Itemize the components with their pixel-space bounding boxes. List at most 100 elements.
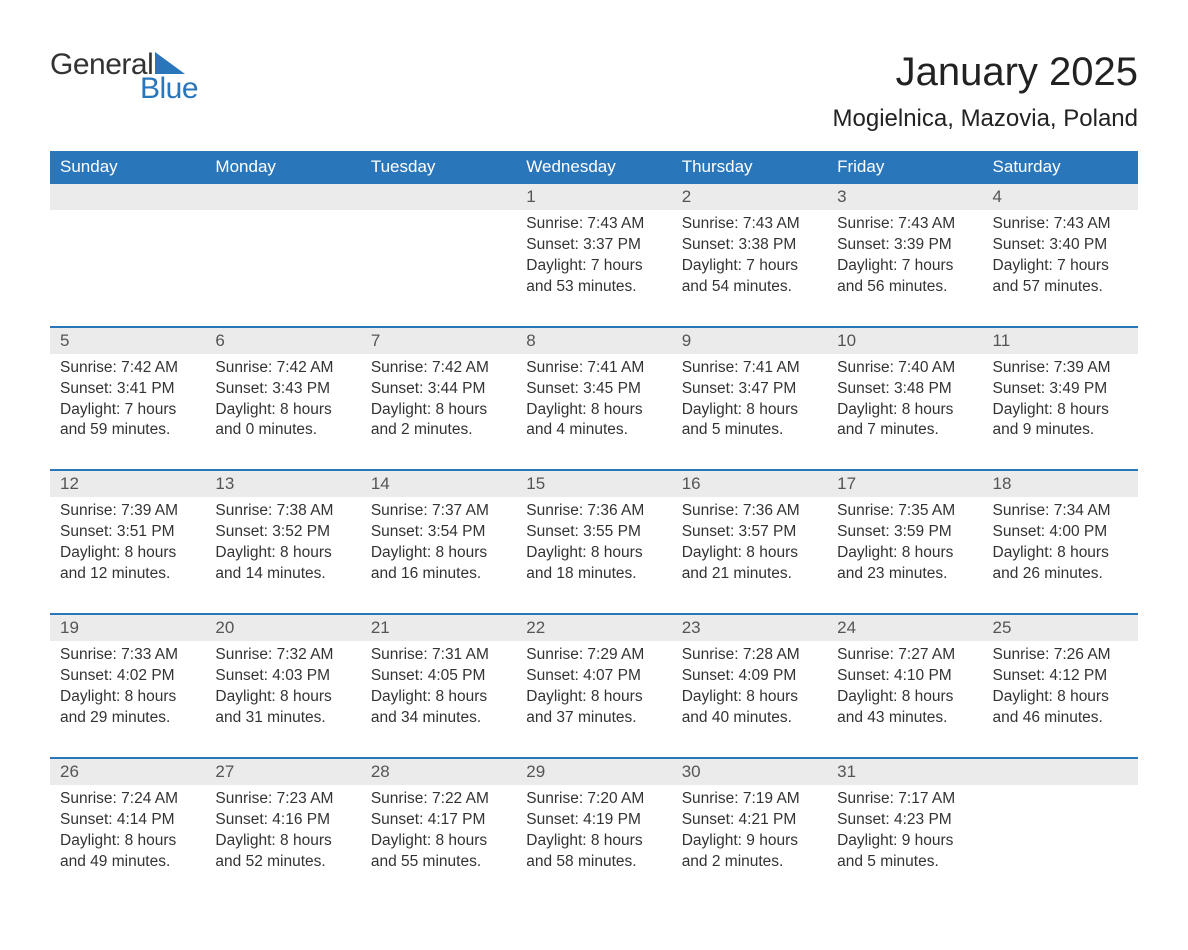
daylight-text-2: and 14 minutes. <box>215 564 350 585</box>
daylight-text-2: and 23 minutes. <box>837 564 972 585</box>
sunrise-text: Sunrise: 7:43 AM <box>682 214 817 235</box>
daylight-text-2: and 52 minutes. <box>215 852 350 873</box>
day-number: 10 <box>827 328 982 354</box>
weekday-header-row: Sunday Monday Tuesday Wednesday Thursday… <box>50 151 1138 184</box>
sunrise-text: Sunrise: 7:20 AM <box>526 789 661 810</box>
sunrise-text: Sunrise: 7:42 AM <box>371 358 506 379</box>
day-cell: Sunrise: 7:31 AMSunset: 4:05 PMDaylight:… <box>361 641 516 757</box>
page-header: General Blue January 2025 Mogielnica, Ma… <box>50 50 1138 133</box>
daylight-text-1: Daylight: 9 hours <box>682 831 817 852</box>
sunset-text: Sunset: 4:03 PM <box>215 666 350 687</box>
daylight-text-2: and 31 minutes. <box>215 708 350 729</box>
daylight-text-2: and 49 minutes. <box>60 852 195 873</box>
daylight-text-1: Daylight: 8 hours <box>60 831 195 852</box>
daylight-text-1: Daylight: 7 hours <box>682 256 817 277</box>
sunrise-text: Sunrise: 7:33 AM <box>60 645 195 666</box>
daylight-text-1: Daylight: 7 hours <box>60 400 195 421</box>
sunrise-text: Sunrise: 7:27 AM <box>837 645 972 666</box>
day-cell: Sunrise: 7:24 AMSunset: 4:14 PMDaylight:… <box>50 785 205 901</box>
day-number: 5 <box>50 328 205 354</box>
sunrise-text: Sunrise: 7:36 AM <box>682 501 817 522</box>
weekday-header: Tuesday <box>361 151 516 184</box>
sunrise-text: Sunrise: 7:34 AM <box>993 501 1128 522</box>
day-body-row: Sunrise: 7:24 AMSunset: 4:14 PMDaylight:… <box>50 785 1138 901</box>
day-number-row: 567891011 <box>50 328 1138 354</box>
day-number: 14 <box>361 471 516 497</box>
day-number: 6 <box>205 328 360 354</box>
day-number: 2 <box>672 184 827 210</box>
sunset-text: Sunset: 3:45 PM <box>526 379 661 400</box>
daylight-text-2: and 37 minutes. <box>526 708 661 729</box>
sunrise-text: Sunrise: 7:31 AM <box>371 645 506 666</box>
sunset-text: Sunset: 3:41 PM <box>60 379 195 400</box>
daylight-text-1: Daylight: 8 hours <box>526 400 661 421</box>
daylight-text-2: and 4 minutes. <box>526 420 661 441</box>
day-body-row: Sunrise: 7:43 AMSunset: 3:37 PMDaylight:… <box>50 210 1138 326</box>
daylight-text-1: Daylight: 7 hours <box>993 256 1128 277</box>
daylight-text-1: Daylight: 8 hours <box>526 687 661 708</box>
day-number: 1 <box>516 184 671 210</box>
day-cell: Sunrise: 7:35 AMSunset: 3:59 PMDaylight:… <box>827 497 982 613</box>
day-number: 22 <box>516 615 671 641</box>
day-number: 16 <box>672 471 827 497</box>
day-number <box>50 184 205 210</box>
sunset-text: Sunset: 4:05 PM <box>371 666 506 687</box>
daylight-text-2: and 5 minutes. <box>837 852 972 873</box>
day-number <box>205 184 360 210</box>
day-cell: Sunrise: 7:36 AMSunset: 3:57 PMDaylight:… <box>672 497 827 613</box>
sunset-text: Sunset: 4:23 PM <box>837 810 972 831</box>
daylight-text-2: and 16 minutes. <box>371 564 506 585</box>
day-cell: Sunrise: 7:29 AMSunset: 4:07 PMDaylight:… <box>516 641 671 757</box>
sunrise-text: Sunrise: 7:39 AM <box>993 358 1128 379</box>
day-cell: Sunrise: 7:26 AMSunset: 4:12 PMDaylight:… <box>983 641 1138 757</box>
sunset-text: Sunset: 3:52 PM <box>215 522 350 543</box>
daylight-text-1: Daylight: 7 hours <box>837 256 972 277</box>
daylight-text-2: and 46 minutes. <box>993 708 1128 729</box>
sunrise-text: Sunrise: 7:40 AM <box>837 358 972 379</box>
sunset-text: Sunset: 3:40 PM <box>993 235 1128 256</box>
location-subtitle: Mogielnica, Mazovia, Poland <box>833 105 1139 133</box>
daylight-text-1: Daylight: 8 hours <box>60 687 195 708</box>
sunset-text: Sunset: 3:51 PM <box>60 522 195 543</box>
daylight-text-2: and 18 minutes. <box>526 564 661 585</box>
sunset-text: Sunset: 3:47 PM <box>682 379 817 400</box>
day-number: 17 <box>827 471 982 497</box>
weekday-header: Friday <box>827 151 982 184</box>
sunset-text: Sunset: 4:16 PM <box>215 810 350 831</box>
daylight-text-2: and 5 minutes. <box>682 420 817 441</box>
sunset-text: Sunset: 4:07 PM <box>526 666 661 687</box>
day-cell: Sunrise: 7:33 AMSunset: 4:02 PMDaylight:… <box>50 641 205 757</box>
day-cell: Sunrise: 7:42 AMSunset: 3:44 PMDaylight:… <box>361 354 516 470</box>
day-number: 15 <box>516 471 671 497</box>
day-number: 3 <box>827 184 982 210</box>
daylight-text-2: and 34 minutes. <box>371 708 506 729</box>
day-cell: Sunrise: 7:37 AMSunset: 3:54 PMDaylight:… <box>361 497 516 613</box>
day-number-row: 19202122232425 <box>50 615 1138 641</box>
logo: General Blue <box>50 50 198 104</box>
day-cell: Sunrise: 7:39 AMSunset: 3:51 PMDaylight:… <box>50 497 205 613</box>
day-number: 31 <box>827 759 982 785</box>
daylight-text-2: and 55 minutes. <box>371 852 506 873</box>
day-number: 13 <box>205 471 360 497</box>
day-number: 19 <box>50 615 205 641</box>
daylight-text-1: Daylight: 7 hours <box>526 256 661 277</box>
day-cell: Sunrise: 7:17 AMSunset: 4:23 PMDaylight:… <box>827 785 982 901</box>
weeks-container: 1234Sunrise: 7:43 AMSunset: 3:37 PMDayli… <box>50 184 1138 900</box>
day-cell: Sunrise: 7:28 AMSunset: 4:09 PMDaylight:… <box>672 641 827 757</box>
daylight-text-1: Daylight: 8 hours <box>682 543 817 564</box>
daylight-text-1: Daylight: 8 hours <box>682 400 817 421</box>
daylight-text-2: and 59 minutes. <box>60 420 195 441</box>
daylight-text-2: and 9 minutes. <box>993 420 1128 441</box>
logo-text-blue: Blue <box>140 74 198 104</box>
day-number: 8 <box>516 328 671 354</box>
daylight-text-2: and 56 minutes. <box>837 277 972 298</box>
weekday-header: Monday <box>205 151 360 184</box>
daylight-text-2: and 2 minutes. <box>682 852 817 873</box>
sunset-text: Sunset: 3:48 PM <box>837 379 972 400</box>
day-body-row: Sunrise: 7:39 AMSunset: 3:51 PMDaylight:… <box>50 497 1138 613</box>
day-cell: Sunrise: 7:41 AMSunset: 3:47 PMDaylight:… <box>672 354 827 470</box>
daylight-text-1: Daylight: 8 hours <box>371 400 506 421</box>
sunrise-text: Sunrise: 7:41 AM <box>526 358 661 379</box>
sunset-text: Sunset: 4:00 PM <box>993 522 1128 543</box>
sunset-text: Sunset: 3:59 PM <box>837 522 972 543</box>
